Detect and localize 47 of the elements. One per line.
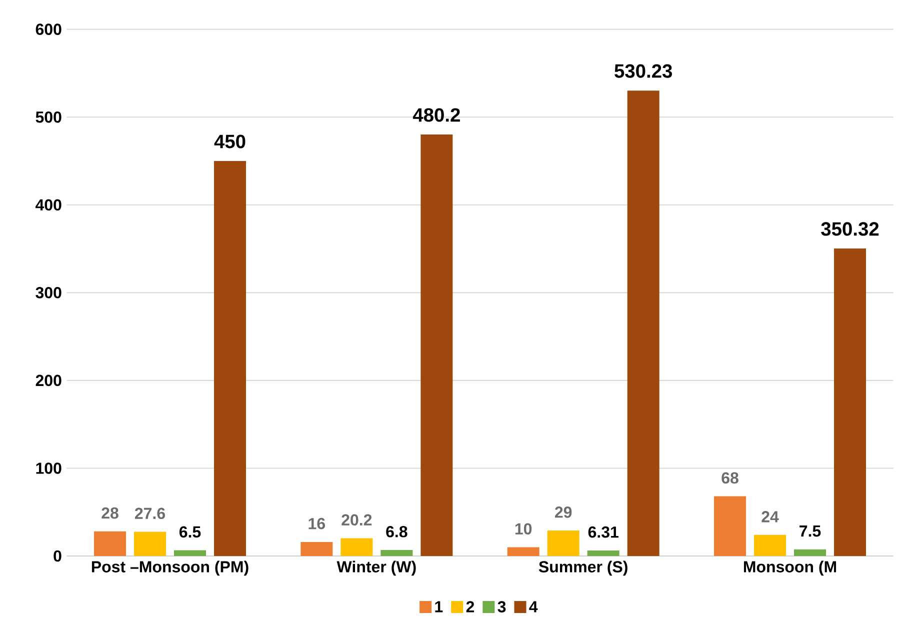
y-tick-label: 400 xyxy=(36,199,62,211)
bar xyxy=(627,90,660,556)
bar xyxy=(300,542,333,556)
legend-label: 4 xyxy=(529,601,538,612)
bar xyxy=(94,531,126,556)
bar xyxy=(714,496,746,556)
data-label: 6.8 xyxy=(386,526,408,538)
data-label: 10 xyxy=(515,523,532,534)
data-label: 27.6 xyxy=(135,508,165,520)
data-label: 6.31 xyxy=(588,526,618,538)
x-tick-label: Monsoon (M xyxy=(744,560,836,576)
y-tick-label: 100 xyxy=(36,462,62,474)
legend-label: 3 xyxy=(498,601,506,612)
y-tick-label: 200 xyxy=(36,374,62,386)
y-tick-label: 600 xyxy=(36,24,62,35)
bar xyxy=(174,550,206,556)
bar xyxy=(214,161,246,556)
bar xyxy=(587,550,620,556)
data-label: 16 xyxy=(308,518,325,530)
bar xyxy=(754,534,786,556)
data-label: 6.5 xyxy=(179,526,201,538)
bar xyxy=(834,248,866,556)
bar xyxy=(547,530,580,556)
y-tick-label: 0 xyxy=(54,550,62,562)
bar xyxy=(380,550,413,556)
data-label: 450 xyxy=(214,134,246,148)
x-tick-label: Winter (W) xyxy=(336,560,416,576)
data-label: 7.5 xyxy=(800,526,821,537)
y-tick-label: 500 xyxy=(36,111,62,123)
data-label: 68 xyxy=(722,472,738,484)
data-label: 24 xyxy=(762,511,779,522)
bar xyxy=(420,134,453,556)
data-label: 480.2 xyxy=(412,108,460,122)
bar xyxy=(794,549,826,556)
data-label: 350.32 xyxy=(821,222,879,236)
data-label: 29 xyxy=(555,506,572,518)
x-tick-label: Post –Monsoon (PM) xyxy=(92,560,248,576)
legend-label: 1 xyxy=(435,601,443,612)
x-tick-label: Summer (S) xyxy=(538,560,628,576)
legend-label: 2 xyxy=(466,601,474,612)
bar xyxy=(507,547,540,556)
bar xyxy=(134,532,166,556)
data-label: 28 xyxy=(102,507,118,519)
data-label: 530.23 xyxy=(614,64,672,78)
y-tick-label: 300 xyxy=(36,287,62,298)
bar xyxy=(340,538,373,556)
data-label: 20.2 xyxy=(342,514,372,526)
